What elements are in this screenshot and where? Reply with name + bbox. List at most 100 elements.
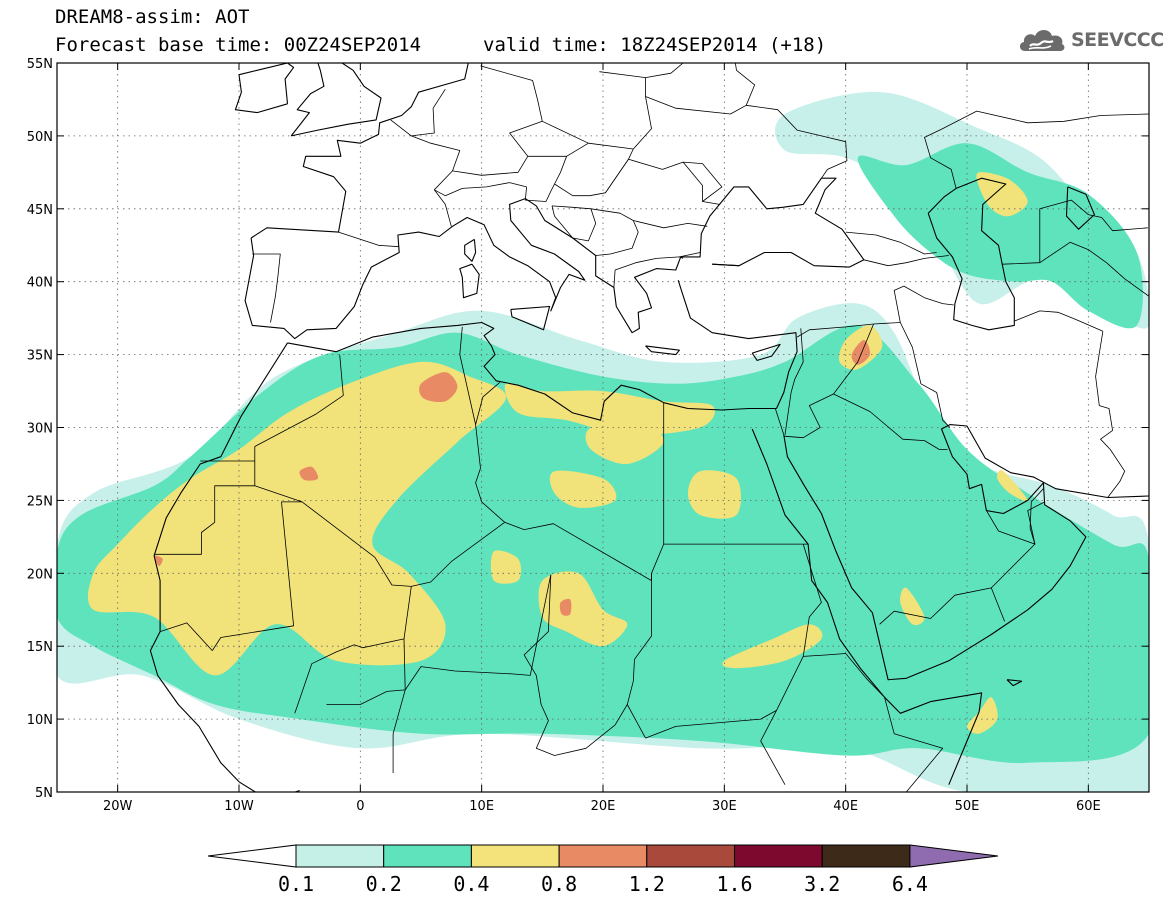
border-bulgaria-turkey (679, 252, 701, 258)
border-iraq-saudi (833, 393, 948, 450)
lat-tick-label: 5N (35, 786, 53, 801)
seevccc-logo: SEEVCCC (1017, 24, 1164, 56)
colorbar-segment (646, 844, 735, 868)
border-tunisia-libya (475, 381, 501, 425)
border-mali-burkina (294, 644, 355, 714)
colorbar-level-label: 1.6 (716, 872, 753, 896)
border-iberia-france (338, 231, 400, 248)
aot-region-0-4 (538, 571, 628, 647)
border-turkey-syria-iraq (796, 322, 901, 338)
logo-text: SEEVCCC (1071, 29, 1164, 51)
border-chad-niger-nigeria (523, 574, 628, 756)
border-turkmen-uzbek (1039, 241, 1149, 297)
axis-ticks: 55N 50N 45N 40N 35N 30N 25N 20N 15N 10N 5N 20W 10W 0 1… (27, 57, 1149, 814)
coastline-gulf-of-guinea-coast (238, 781, 300, 792)
coastline-europe-south-coast (244, 177, 865, 340)
lat-tick-label: 35N (27, 349, 53, 364)
coastline-gb-west-coast (290, 63, 325, 137)
border-kazakhstan-uzbek (1002, 199, 1148, 265)
border-caucasus (863, 255, 949, 267)
colorbar-segment (470, 844, 560, 868)
coastline-ireland-coast (234, 63, 295, 114)
border-chad-sudan (626, 580, 652, 739)
base-time: Forecast base time: 00Z24SEP2014 (55, 34, 422, 56)
border-turkmenistan-iran (1014, 310, 1104, 332)
aot-region-0-4 (504, 382, 715, 436)
colorbar-level-label: 1.2 (628, 872, 665, 896)
map-plot-area (57, 63, 1149, 792)
border-mali-niger (354, 586, 412, 649)
lon-tick-label: 30E (712, 799, 737, 814)
coastline-sicily-coast (510, 305, 551, 331)
lon-tick-label: 50E (955, 799, 980, 814)
border-iran-turkey-caucasus (893, 285, 954, 323)
aot-region-0-4 (585, 419, 664, 465)
lat-tick-label: 45N (27, 203, 53, 218)
lon-tick-label: 20E (591, 799, 616, 814)
coastline-socotra-coast (1006, 679, 1023, 687)
border-israel-jordan-syria (784, 328, 804, 435)
colorbar-high-arrow (909, 844, 998, 868)
aot-region-0-8 (851, 340, 871, 365)
lon-tick-label: 10E (469, 799, 494, 814)
coastline-arabia-coast (783, 424, 1149, 681)
colorbar-segment (734, 844, 823, 868)
lat-tick-label: 30N (27, 422, 53, 437)
aot-region-0-8 (154, 555, 163, 567)
forecast-times: Forecast base time: 00Z24SEP2014 valid ti… (55, 34, 826, 56)
border-russia-caucasus (845, 231, 937, 255)
aot-region-0-4 (976, 172, 1028, 217)
border-saudi-yemen-oman (879, 501, 1045, 625)
border-france-east (390, 119, 461, 227)
coastline-crete-coast (645, 345, 680, 356)
aot-region-0-4 (997, 470, 1028, 502)
coastline-gb-coast (291, 63, 382, 137)
coastline-europe-atlantic-coast (250, 63, 469, 239)
coastline-corsica-coast (464, 238, 477, 262)
border-eritrea-ethiopia (803, 653, 885, 698)
aot-region-0-4 (687, 470, 741, 519)
coastline-red-sea-west-coast (751, 428, 983, 785)
coastline-aral-coast (1065, 186, 1095, 230)
colorbar-segment (383, 844, 472, 868)
colorbar-segment (295, 844, 385, 868)
border-sudan-south-sudan (645, 710, 777, 739)
border-croatia-bosnia (551, 205, 597, 242)
colorbar-level-label: 0.8 (541, 872, 578, 896)
border-kazakhstan-russia (924, 110, 1149, 189)
colorbar-segment (821, 844, 911, 868)
lat-tick-label: 20N (27, 567, 53, 582)
border-moldova (683, 161, 723, 202)
aot-region-0-8 (559, 598, 572, 616)
border-algeria-tunisia-libya (459, 326, 505, 523)
border-morocco-algeria (254, 354, 344, 447)
border-romania-bulgaria (633, 220, 708, 229)
aot-region-0-2 (857, 143, 1143, 329)
border-mauritania-senegal (159, 622, 213, 651)
aot-region-0-4 (967, 697, 998, 734)
border-saudi-uae-qatar (986, 488, 1044, 545)
border-ethiopia-somalia (884, 697, 944, 792)
coastline-africa-atlantic-coast (149, 342, 288, 783)
coastline-sardinia-coast (459, 263, 480, 299)
border-belarus-russia (645, 63, 684, 78)
coastline-cyprus-coast (751, 343, 781, 361)
border-iraq-iran (899, 322, 951, 428)
border-germany-east (452, 65, 543, 176)
border-algeria-sahara-east (254, 446, 505, 587)
border-burkina-ghana (326, 689, 406, 705)
border-slovenia-croatia (524, 183, 555, 202)
aot-region-0-4 (87, 361, 507, 676)
colorbar-level-label: 3.2 (804, 872, 841, 896)
border-serbia-romania (590, 208, 639, 256)
colorbar-level-label: 0.4 (453, 872, 490, 896)
aot-region-0-8 (299, 466, 319, 481)
lat-tick-label: 25N (27, 494, 53, 509)
lon-tick-label: 60E (1076, 799, 1101, 814)
lon-tick-label: 10W (224, 799, 254, 814)
border-nigeria-borders (392, 689, 406, 773)
border-iran-afghanistan-pakistan (1095, 331, 1126, 498)
lat-tick-label: 15N (27, 640, 53, 655)
aot-region-0-8 (419, 372, 458, 403)
border-russia-belarus-east (734, 63, 756, 106)
